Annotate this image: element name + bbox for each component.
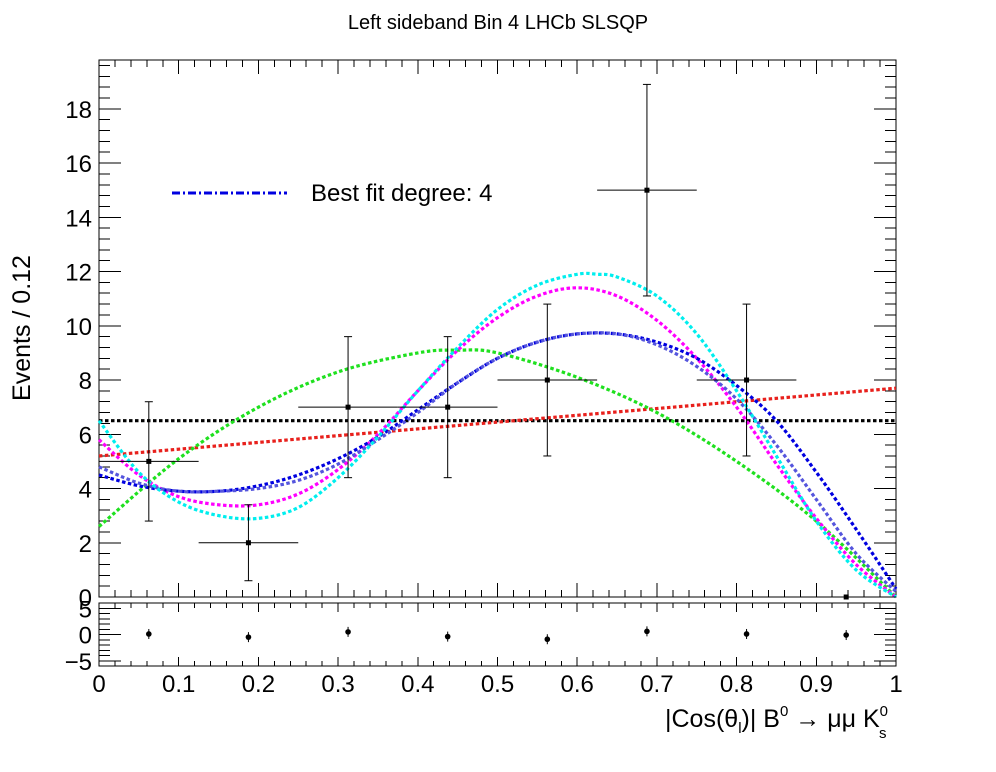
- data-marker: [644, 187, 650, 193]
- x-tick-label: 0.5: [481, 671, 514, 698]
- x-label-pre: |Cos(θ: [665, 705, 738, 733]
- data-marker: [843, 594, 849, 600]
- fit-curve-degree-4: [98, 331, 898, 590]
- x-label-sup-b0: 0: [780, 703, 788, 720]
- data-point: [99, 401, 199, 522]
- ratio-point: [743, 631, 750, 637]
- fit-curves: [97, 271, 898, 599]
- x-label-sup-k0: 0: [880, 703, 888, 720]
- ratio-point: [544, 636, 551, 643]
- fit-curve-degree-3: [97, 286, 898, 599]
- x-tick-label: 0.8: [720, 671, 753, 698]
- main-panel: 0 2 4 6 8 10 12 14 16 18 Best fit degree: 4: [65, 59, 898, 612]
- x-label-sub-l: l: [738, 720, 741, 737]
- ratio-plot-frame: [98, 602, 897, 667]
- y-tick-label: 0: [79, 585, 92, 612]
- data-marker: [544, 377, 550, 383]
- ratio-point: [146, 631, 152, 637]
- x-axis-label-text: |Cos(θl)| B0 → μμ K0 s: [665, 703, 888, 742]
- data-marker: [744, 377, 750, 383]
- data-point: [298, 336, 398, 479]
- y-tick-label: 2: [79, 531, 92, 558]
- x-label-sub-s: s: [879, 725, 887, 742]
- ratio-point: [843, 632, 849, 638]
- fit-curve-degree-5: [97, 271, 897, 599]
- ratio-point: [444, 633, 451, 640]
- x-tick-label: 0.9: [800, 671, 833, 698]
- ratio-point: [345, 629, 351, 635]
- data-marker: [445, 404, 451, 410]
- data-point: [198, 504, 299, 582]
- data-marker: [345, 404, 351, 410]
- x-label-arrow: → μμ K: [788, 705, 880, 733]
- data-point: [397, 336, 498, 479]
- ratio-point: [245, 634, 252, 640]
- fit-curve-degree-4b: [98, 331, 898, 593]
- x-tick-label: 0.4: [401, 671, 434, 698]
- fit-curve-degree-1: [98, 386, 897, 458]
- y-tick-label: 12: [65, 260, 92, 287]
- x-axis-label: |Cos(θl)| B0 → μμ K0 s: [665, 703, 888, 742]
- x-tick-label: 0.2: [242, 671, 275, 698]
- data-point: [497, 303, 598, 457]
- x-tick-label: 1: [889, 671, 902, 698]
- x-tick-label: 0.1: [162, 671, 195, 698]
- y-tick-label: 10: [65, 314, 92, 341]
- ratio-y-tick-label: 5: [79, 596, 92, 623]
- y-tick-label: 8: [79, 368, 92, 395]
- chart-title: Left sideband Bin 4 LHCb SLSQP: [348, 12, 648, 34]
- data-marker: [146, 458, 152, 464]
- y-tick-label: 4: [79, 477, 92, 504]
- x-tick-label: 0.7: [640, 671, 673, 698]
- data-point: [796, 594, 896, 600]
- y-tick-label: 18: [65, 97, 92, 124]
- legend: Best fit degree: 4: [172, 180, 492, 207]
- legend-label: Best fit degree: 4: [311, 180, 492, 207]
- fit-curve-degree-2: [97, 348, 898, 599]
- y-tick-label: 16: [65, 151, 92, 178]
- y-axis-label: Events / 0.12: [8, 255, 36, 401]
- data-points: [99, 83, 896, 600]
- data-marker: [245, 540, 251, 546]
- ratio-y-tick-label: −5: [65, 649, 92, 676]
- y-tick-label: 6: [79, 422, 92, 449]
- x-tick-label: 0.6: [561, 671, 594, 698]
- ratio-panel: 0 0.1 0.2 0.3 0.4 0.5 0.6 0.7 0.8 0.9 1−505: [65, 596, 903, 698]
- data-point: [597, 83, 697, 297]
- y-tick-label: 14: [65, 205, 92, 232]
- data-point: [696, 303, 797, 457]
- x-tick-label: 0: [92, 671, 105, 698]
- x-label-mid: )| B: [742, 705, 780, 733]
- ratio-y-tick-label: 0: [79, 623, 92, 650]
- x-tick-label: 0.3: [321, 671, 354, 698]
- ratio-point: [644, 628, 650, 635]
